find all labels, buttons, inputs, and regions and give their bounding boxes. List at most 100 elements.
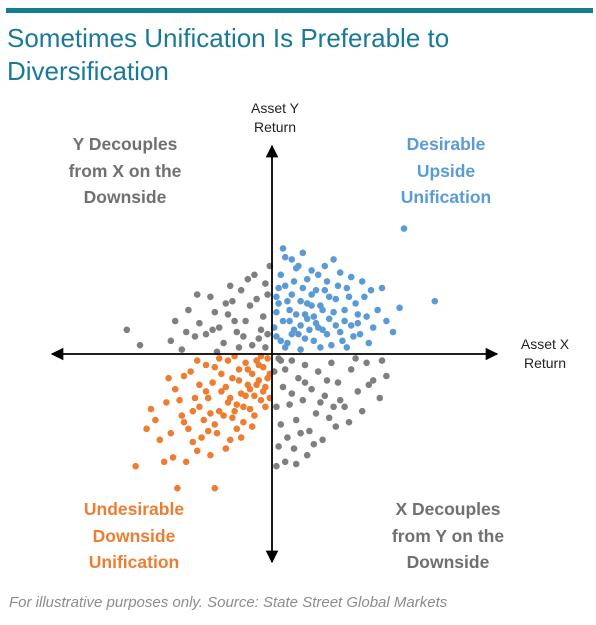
- scatter-point: [383, 372, 390, 380]
- scatter-point: [347, 322, 355, 329]
- scatter-point: [374, 306, 381, 314]
- scatter-point: [215, 324, 223, 331]
- scatter-point: [279, 317, 287, 325]
- y-axis-label: Asset Y Return: [235, 99, 315, 137]
- scatter-point: [400, 225, 408, 232]
- scatter-point: [310, 313, 318, 320]
- scatter-point: [303, 451, 311, 459]
- scatter-point: [306, 427, 313, 435]
- scatter-point: [321, 392, 329, 400]
- scatter-point: [341, 306, 348, 314]
- scatter-point: [257, 326, 265, 334]
- scatter-point: [189, 407, 197, 415]
- scatter-point: [297, 322, 304, 329]
- scatter-point: [248, 341, 256, 349]
- scatter-point: [187, 368, 194, 375]
- scatter-point: [237, 434, 245, 441]
- scatter-point: [295, 374, 302, 382]
- scatter-point: [198, 434, 205, 441]
- scatter-point: [325, 293, 333, 301]
- scatter-point: [196, 403, 203, 411]
- scatter-point: [273, 293, 280, 301]
- x-axis-label-line: Asset X: [520, 336, 570, 352]
- scatter-point: [211, 308, 219, 316]
- scatter-point: [312, 410, 320, 417]
- scatter-point: [211, 484, 219, 492]
- scatter-point: [218, 370, 225, 378]
- scatter-point: [358, 278, 366, 285]
- scatter-point: [224, 357, 232, 364]
- scatter-point: [226, 436, 234, 444]
- scatter-point: [165, 374, 172, 382]
- scatter-point: [248, 370, 256, 378]
- scatter-point: [231, 407, 238, 415]
- scatter-point: [240, 333, 247, 340]
- scatter-point: [345, 418, 353, 426]
- scatter-point: [345, 293, 353, 301]
- scatter-point: [290, 278, 298, 285]
- scatter-point: [277, 357, 285, 364]
- scatter-point: [341, 403, 348, 411]
- scatter-point: [273, 462, 280, 470]
- scatter-point: [286, 401, 293, 408]
- scatter-point: [231, 317, 238, 325]
- scatter-point: [308, 291, 315, 298]
- scatter-point: [286, 317, 293, 325]
- scatter-point: [332, 322, 340, 329]
- scatter-point: [378, 357, 386, 364]
- scatter-point: [207, 451, 214, 459]
- quadrant-label-top-left: Y Decouples from X on the Downside: [30, 131, 220, 211]
- scatter-point: [376, 394, 384, 402]
- scatter-point: [255, 335, 263, 342]
- scatter-point: [196, 319, 203, 327]
- scatter-point: [281, 344, 289, 351]
- scatter-point: [288, 390, 296, 397]
- scatter-point: [244, 275, 252, 283]
- scatter-point: [182, 328, 190, 336]
- scatter-point: [215, 407, 223, 415]
- quadrant-label-line: Undesirable: [83, 499, 185, 519]
- scatter-point: [330, 403, 337, 411]
- scatter-point: [253, 381, 260, 389]
- scatter-point: [317, 399, 324, 406]
- scatter-point: [167, 429, 175, 437]
- y-axis-label-line: Asset Y: [251, 100, 299, 116]
- scatter-point: [288, 256, 296, 263]
- scatter-point: [255, 361, 263, 369]
- scatter-point: [246, 385, 254, 393]
- quadrant-label-line: Upside: [416, 160, 476, 181]
- scatter-point: [264, 330, 271, 338]
- scatter-point: [191, 394, 199, 402]
- scatter-point: [301, 379, 309, 386]
- scatter-point: [354, 319, 362, 327]
- scatter-point: [301, 361, 309, 369]
- scatter-point: [176, 396, 183, 404]
- scatter-point: [246, 302, 254, 309]
- scatter-point: [182, 458, 190, 466]
- scatter-point: [321, 262, 329, 270]
- scatter-point: [233, 401, 241, 408]
- scatter-point: [281, 282, 289, 290]
- scatter-point: [185, 306, 192, 314]
- quadrant-label-line: Downside: [83, 187, 167, 207]
- scatter-point: [152, 416, 159, 424]
- quadrant-label-line: from X on the: [68, 160, 182, 181]
- scatter-point: [235, 344, 243, 351]
- scatter-point: [277, 421, 285, 428]
- scatter-point: [332, 295, 340, 303]
- scatter-point: [218, 388, 225, 395]
- scatter-point: [200, 416, 208, 424]
- scatter-point: [286, 306, 293, 314]
- scatter-point: [343, 284, 351, 292]
- points-layer: [123, 225, 439, 492]
- scatter-point: [334, 282, 342, 290]
- scatter-point: [163, 399, 170, 406]
- scatter-point: [222, 300, 230, 307]
- scatter-point: [365, 339, 373, 347]
- scatter-point: [279, 383, 287, 391]
- scatter-point: [295, 262, 302, 270]
- quadrant-label-bottom-right: X Decouples from Y on the Downside: [348, 496, 548, 576]
- scatter-point: [284, 434, 291, 441]
- scatter-point: [257, 396, 265, 404]
